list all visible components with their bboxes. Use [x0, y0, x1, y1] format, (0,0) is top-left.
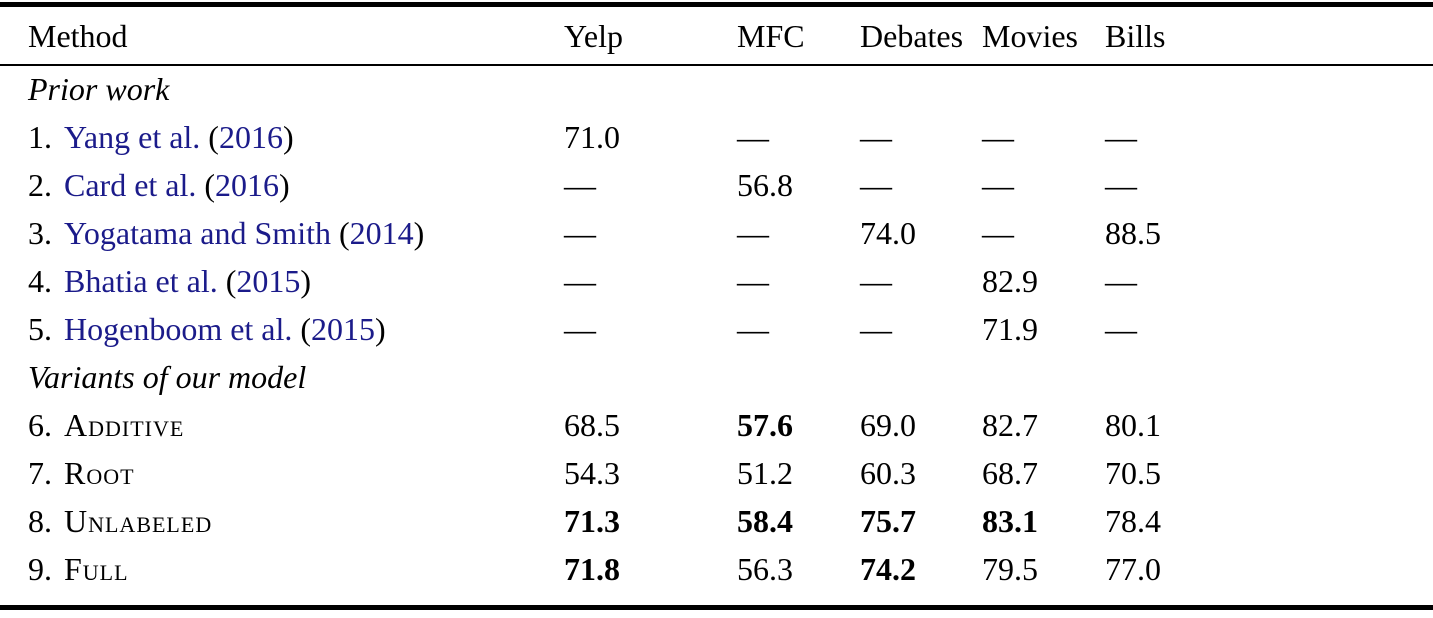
value-cell: 82.9 [982, 262, 1038, 299]
value-cell: — [1105, 310, 1137, 347]
citation-year-link[interactable]: 2014 [349, 214, 414, 251]
value-cell: — [1105, 166, 1137, 203]
row-number: 8. [28, 502, 52, 539]
value-cell: 79.5 [982, 550, 1038, 587]
value-cell: — [564, 262, 596, 299]
column-header-bills: Bills [1105, 7, 1433, 66]
table-row: 5. Hogenboom et al. (2015) — — —71.9— [0, 305, 1433, 353]
value-cell: 56.3 [737, 550, 793, 587]
value-cell: — [860, 262, 892, 299]
citation-year-link[interactable]: 2015 [236, 262, 301, 299]
value-cell: — [1105, 262, 1137, 299]
table-row: 1. Yang et al. (2016) 71.0— — — — [0, 113, 1433, 161]
method-cell: 4. Bhatia et al. (2015) [28, 262, 312, 299]
method-cell: 3. Yogatama and Smith (2014) [28, 214, 425, 251]
table-row: 9. Full 71.8 56.3 74.2 79.5 77.0 [0, 545, 1433, 593]
citation-year-link[interactable]: 2015 [311, 310, 376, 347]
table-row: 4. Bhatia et al. (2015) — — —82.9— [0, 257, 1433, 305]
row-number: 4. [28, 262, 52, 299]
value-cell: 54.3 [564, 454, 620, 491]
column-header-method: Method [0, 7, 564, 66]
method-cell: 6. Additive [0, 401, 564, 449]
column-header-mfc: MFC [737, 7, 860, 66]
table-row: 8. Unlabeled 71.3 58.4 75.7 83.1 78.4 [0, 497, 1433, 545]
citation-link[interactable]: Yang et al. [64, 118, 201, 155]
value-cell: — [564, 214, 596, 251]
method-name: Root [64, 454, 135, 491]
value-cell: 74.0 [860, 214, 916, 251]
table-row: 2. Card et al. (2016) —56.8— — — [0, 161, 1433, 209]
row-number: 6. [28, 406, 52, 443]
method-cell: 7. Root [0, 449, 564, 497]
value-cell: — [860, 310, 892, 347]
method-cell: 9. Full [0, 545, 564, 593]
citation-link[interactable]: Hogenboom et al. [64, 310, 293, 347]
column-header-debates: Debates [860, 7, 982, 66]
value-cell: 58.4 [737, 502, 793, 539]
value-cell: — [737, 262, 769, 299]
header-row: Method Yelp MFC Debates Movies Bills [0, 7, 1433, 66]
row-number: 2. [28, 166, 52, 203]
value-cell: 57.6 [737, 406, 793, 443]
method-cell: 1. Yang et al. (2016) [28, 118, 294, 155]
value-cell: 68.5 [564, 406, 620, 443]
value-cell: 68.7 [982, 454, 1038, 491]
method-name: Additive [64, 406, 185, 443]
value-cell: 70.5 [1105, 454, 1161, 491]
table-row: 7. Root 54.3 51.2 60.3 68.7 70.5 [0, 449, 1433, 497]
citation-link[interactable]: Card et al. [64, 166, 197, 203]
method-name: Unlabeled [64, 502, 213, 539]
row-number: 7. [28, 454, 52, 491]
value-cell: 83.1 [982, 502, 1038, 539]
value-cell: 77.0 [1105, 550, 1161, 587]
value-cell: 69.0 [860, 406, 916, 443]
value-cell: 60.3 [860, 454, 916, 491]
row-number: 1. [28, 118, 52, 155]
value-cell: 71.3 [564, 502, 620, 539]
value-cell: — [860, 118, 892, 155]
table-row: 3. Yogatama and Smith (2014) — —74.0—88.5 [0, 209, 1433, 257]
citation-year-link[interactable]: 2016 [215, 166, 280, 203]
value-cell: — [982, 214, 1014, 251]
value-cell: 71.9 [982, 310, 1038, 347]
column-header-yelp: Yelp [564, 7, 737, 66]
row-number: 3. [28, 214, 52, 251]
section-header-row: Variants of our model [0, 353, 1433, 401]
results-table-grid: Method Yelp MFC Debates Movies Bills Prior wo… [0, 7, 1433, 593]
citation-year-link[interactable]: 2016 [218, 118, 283, 155]
value-cell: 71.0 [564, 118, 620, 155]
column-header-movies: Movies [982, 7, 1105, 66]
value-cell: — [860, 166, 892, 203]
value-cell: — [564, 310, 596, 347]
method-cell: 2. Card et al. (2016) [28, 166, 290, 203]
method-cell: 5. Hogenboom et al. (2015) [28, 310, 386, 347]
section-title: Variants of our model [28, 358, 307, 395]
value-cell: 75.7 [860, 502, 916, 539]
value-cell: — [737, 118, 769, 155]
value-cell: — [982, 118, 1014, 155]
value-cell: — [564, 166, 596, 203]
table-row: 6. Additive 68.5 57.6 69.0 82.7 80.1 [0, 401, 1433, 449]
section-header-row: Prior work [0, 65, 1433, 113]
method-name: Full [64, 550, 129, 587]
citation-link[interactable]: Bhatia et al. [64, 262, 218, 299]
value-cell: 51.2 [737, 454, 793, 491]
value-cell: 74.2 [860, 550, 916, 587]
section-title: Prior work [28, 71, 170, 107]
citation-link[interactable]: Yogatama and Smith [64, 214, 331, 251]
value-cell: 71.8 [564, 550, 620, 587]
row-number: 9. [28, 550, 52, 587]
value-cell: 82.7 [982, 406, 1038, 443]
value-cell: 80.1 [1105, 406, 1161, 443]
value-cell: — [737, 310, 769, 347]
method-cell: 8. Unlabeled [0, 497, 564, 545]
value-cell: 78.4 [1105, 502, 1161, 539]
row-number: 5. [28, 310, 52, 347]
value-cell: 88.5 [1105, 214, 1161, 251]
value-cell: — [1105, 118, 1137, 155]
value-cell: — [982, 166, 1014, 203]
value-cell: 56.8 [737, 166, 793, 203]
value-cell: — [737, 214, 769, 251]
